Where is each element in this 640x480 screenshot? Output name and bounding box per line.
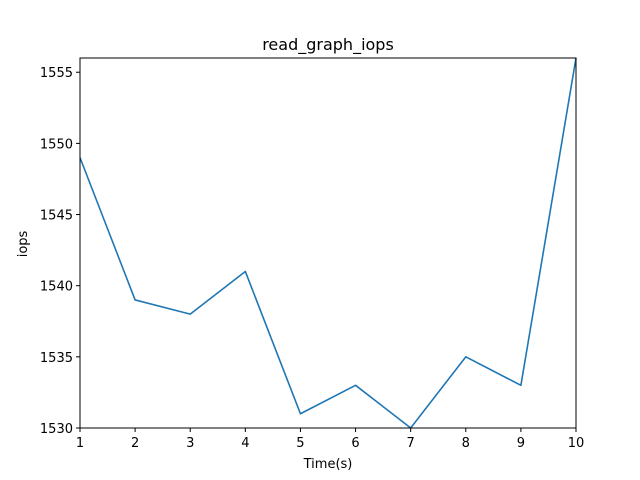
x-tick-label: 6: [351, 436, 359, 451]
chart-title: read_graph_iops: [262, 35, 394, 55]
x-tick-label: 2: [131, 436, 139, 451]
x-tick-label: 1: [76, 436, 84, 451]
series-line-1: [79, 57, 577, 429]
y-tick-label: 1555: [40, 66, 73, 81]
y-tick-label: 1545: [40, 209, 73, 224]
x-tick-label: 8: [462, 436, 470, 451]
y-tick-label: 1530: [40, 422, 73, 437]
y-tick-label: 1550: [40, 137, 73, 152]
x-tick-label: 3: [186, 436, 194, 451]
x-tick-label: 10: [568, 436, 585, 451]
x-tick-label: 5: [296, 436, 304, 451]
x-tick-label: 4: [241, 436, 249, 451]
x-axis-label: Time(s): [303, 457, 353, 472]
y-axis-label: iops: [16, 230, 31, 257]
x-tick-label: 7: [407, 436, 415, 451]
x-tick-label: 9: [517, 436, 525, 451]
plot-frame: [79, 57, 577, 429]
y-tick-label: 1535: [40, 351, 73, 366]
y-tick-label: 1540: [40, 280, 73, 295]
plot-area: 1 2 3 4 5 6 7 8 9 10 1530 1535 1540 1545 1550 1555: [40, 57, 585, 451]
